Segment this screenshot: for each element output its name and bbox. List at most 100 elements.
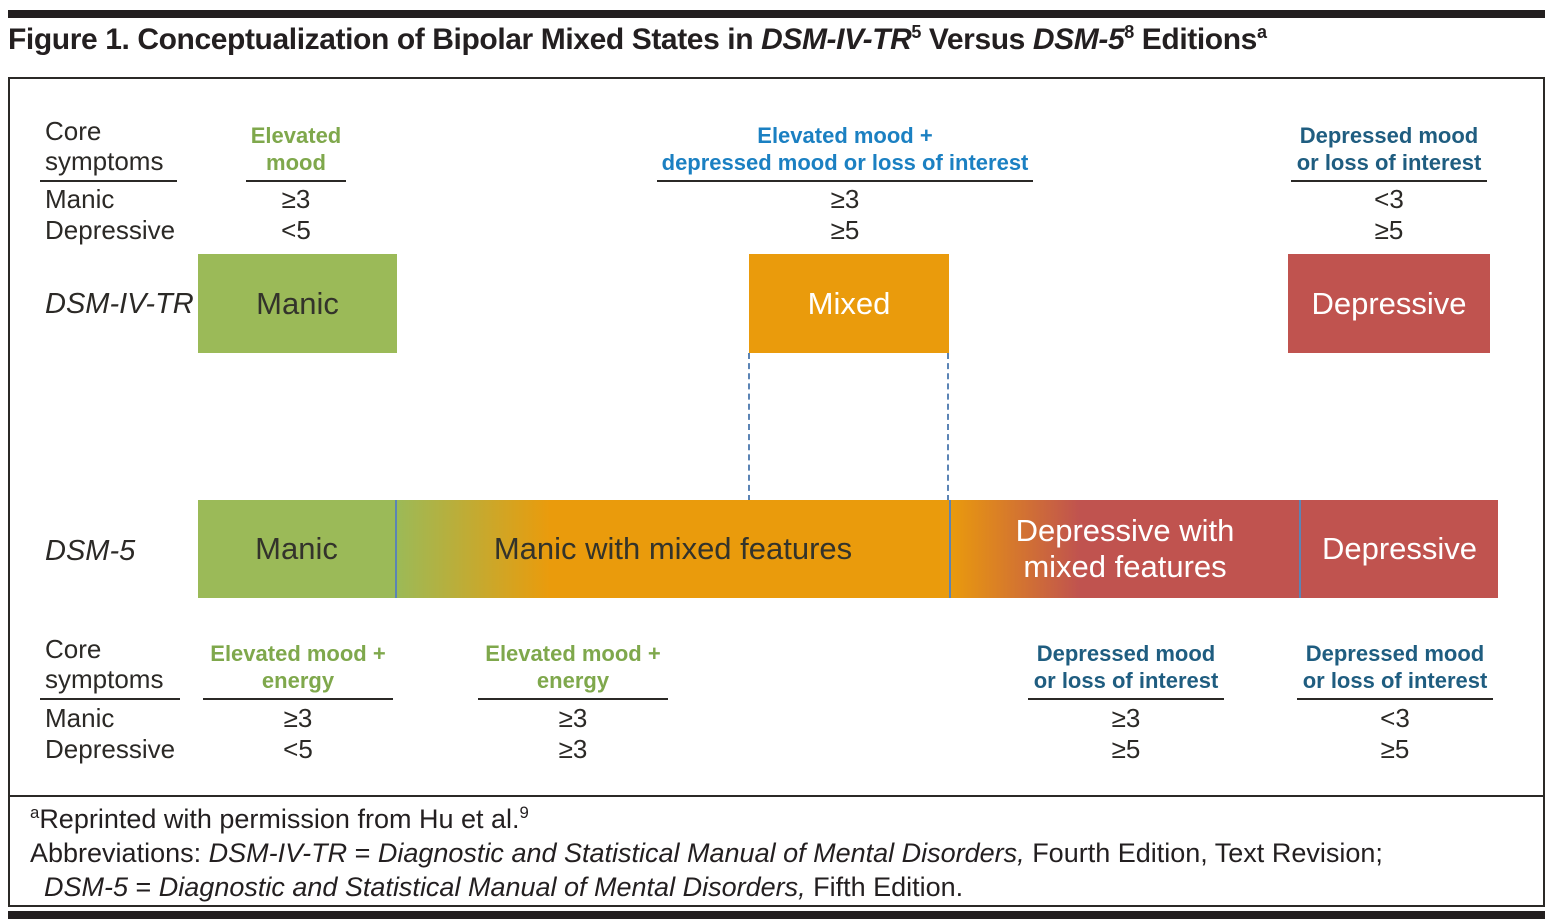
dashed-connector-left (748, 353, 750, 501)
bottom-col3-manic-value: ≥3 (1111, 703, 1141, 733)
top-col3-header-line1: Depressed mood (1299, 123, 1479, 148)
footnote-divider (8, 795, 1545, 797)
core-label-line1: Core (45, 116, 102, 146)
dsm5-depressive-mixed-segment: Depressive with mixed features (951, 500, 1299, 598)
top-col2-values: ≥3 ≥5 (657, 184, 1033, 246)
title-dsm5: DSM-5 (1032, 23, 1125, 56)
abbrev-dsm4-term: DSM-IV-TR (208, 838, 348, 868)
title-footnote-ref: a (1256, 22, 1267, 42)
dsm4-mixed-box-label: Mixed (807, 285, 891, 321)
footnote-abbreviations-2: DSM-5 = Diagnostic and Statistical Manua… (44, 872, 963, 903)
dsm5-manic-segment: Manic (198, 500, 395, 598)
top-col3-header: Depressed mood or loss of interest (1291, 110, 1487, 182)
top-col2-header-line1: Elevated mood + (757, 123, 933, 148)
core-label-line2: symptoms (45, 146, 164, 176)
top-col1-depressive-value: <5 (281, 215, 311, 245)
dashed-connector-right (947, 353, 949, 501)
row-label-manic: Manic (45, 184, 115, 214)
top-col3-depressive-value: ≥5 (1374, 215, 1404, 245)
top-col1-values: ≥3 <5 (246, 184, 346, 246)
bottom-col4-header-line1: Depressed mood (1305, 641, 1485, 666)
bottom-col4-header-line2: or loss of interest (1302, 668, 1488, 693)
footnote-reprint: aReprinted with permission from Hu et al… (30, 803, 529, 835)
top-col1-header: Elevated mood (246, 110, 346, 182)
bottom-row-labels: Manic Depressive (40, 703, 175, 765)
title-dsm4: DSM-IV-TR (761, 23, 912, 56)
abbrev-dsm5-equals: = (128, 872, 159, 902)
dsm4-manic-box: Manic (198, 254, 397, 353)
top-col3-header-line2: or loss of interest (1296, 150, 1482, 175)
top-col1-header-line1: Elevated (250, 123, 342, 148)
bottom-col4-manic-value: <3 (1380, 703, 1410, 733)
dsm5-depressive-segment-label: Depressive (1321, 531, 1478, 566)
bottom-col3-header-line2: or loss of interest (1033, 668, 1219, 693)
dsm5-depressive-mixed-label-line1: Depressive with (1015, 513, 1235, 548)
bottom-row-label-depressive: Depressive (45, 734, 176, 764)
bottom-col1-header: Elevated mood + energy (203, 628, 393, 700)
top-core-symptoms-header: Core symptoms (40, 110, 177, 182)
abbreviations-prefix: Abbreviations: (30, 838, 209, 868)
dsm5-manic-mixed-segment: Manic with mixed features (397, 500, 949, 598)
top-col1-manic-value: ≥3 (281, 184, 311, 214)
footnote-marker-a: a (30, 803, 40, 822)
abbrev-dsm5-term: DSM-5 (44, 872, 129, 902)
abbrev-dsm5-edition: Fifth Edition. (805, 872, 964, 902)
bottom-core-label-line1: Core (45, 634, 102, 664)
title-prefix: Figure 1. Conceptualization of Bipolar M… (8, 23, 762, 56)
dsm5-depressive-mixed-label-line2: mixed features (1023, 549, 1227, 584)
title-dsm5-ref: 8 (1124, 22, 1134, 42)
bottom-col4-values: <3 ≥5 (1297, 703, 1493, 765)
dsm4-depressive-box-label: Depressive (1311, 285, 1467, 321)
segment-divider-1 (395, 500, 397, 598)
figure-border (8, 77, 1545, 907)
abbrev-dsm4-equals: = (347, 838, 378, 868)
bottom-col1-header-line1: Elevated mood + (210, 641, 386, 666)
title-versus: Versus (921, 23, 1033, 56)
row-label-depressive: Depressive (45, 215, 176, 245)
title-dsm4-ref: 5 (911, 22, 921, 42)
abbrev-dsm4-expansion: Diagnostic and Statistical Manual of Men… (377, 838, 1025, 868)
dsm4-manic-box-label: Manic (256, 285, 339, 321)
dsm4-depressive-box: Depressive (1288, 254, 1490, 353)
dsm5-spectrum-bar: Manic Manic with mixed features Depressi… (198, 500, 1498, 598)
abbrev-dsm5-expansion: Diagnostic and Statistical Manual of Men… (158, 872, 806, 902)
top-col3-values: <3 ≥5 (1291, 184, 1487, 246)
bottom-col2-header-line1: Elevated mood + (485, 641, 661, 666)
abbrev-dsm4-edition: Fourth Edition, Text Revision; (1024, 838, 1383, 868)
bottom-col1-values: ≥3 <5 (203, 703, 393, 765)
bottom-col2-header-line2: energy (536, 668, 610, 693)
title-editions: Editions (1133, 23, 1258, 56)
bottom-col3-header: Depressed mood or loss of interest (1028, 628, 1224, 700)
top-col2-header-line2: depressed mood or loss of interest (661, 150, 1029, 175)
top-row-labels: Manic Depressive (40, 184, 175, 246)
top-col2-depressive-value: ≥5 (830, 215, 860, 245)
top-rule-bar (8, 10, 1545, 18)
figure-title: Figure 1. Conceptualization of Bipolar M… (8, 22, 1267, 57)
footnote-citation-9: 9 (519, 803, 529, 822)
top-col2-manic-value: ≥3 (830, 184, 860, 214)
bottom-core-label-line2: symptoms (45, 664, 164, 694)
dsm4-mixed-box: Mixed (749, 254, 949, 353)
bottom-col2-values: ≥3 ≥3 (478, 703, 668, 765)
top-col2-header: Elevated mood + depressed mood or loss o… (657, 110, 1033, 182)
segment-divider-2 (949, 500, 951, 598)
bottom-row-label-manic: Manic (45, 703, 115, 733)
bottom-col1-manic-value: ≥3 (283, 703, 313, 733)
dsm-iv-tr-label: DSM-IV-TR (45, 288, 194, 320)
bottom-col2-header: Elevated mood + energy (478, 628, 668, 700)
bottom-col2-depressive-value: ≥3 (558, 734, 588, 764)
top-col3-manic-value: <3 (1374, 184, 1404, 214)
segment-divider-3 (1299, 500, 1301, 598)
bottom-col1-depressive-value: <5 (283, 734, 313, 764)
bottom-col2-manic-value: ≥3 (558, 703, 588, 733)
bottom-col1-header-line2: energy (261, 668, 335, 693)
top-col1-header-line2: mood (266, 150, 326, 175)
footnote-abbreviations-1: Abbreviations: DSM-IV-TR = Diagnostic an… (30, 838, 1383, 869)
dsm5-manic-mixed-segment-label: Manic with mixed features (493, 531, 853, 566)
bottom-col3-depressive-value: ≥5 (1111, 734, 1141, 764)
dsm5-manic-segment-label: Manic (255, 531, 338, 566)
footnote-reprint-text: Reprinted with permission from Hu et al. (39, 804, 520, 834)
bottom-core-symptoms-header: Core symptoms (40, 628, 180, 700)
bottom-col3-values: ≥3 ≥5 (1028, 703, 1224, 765)
